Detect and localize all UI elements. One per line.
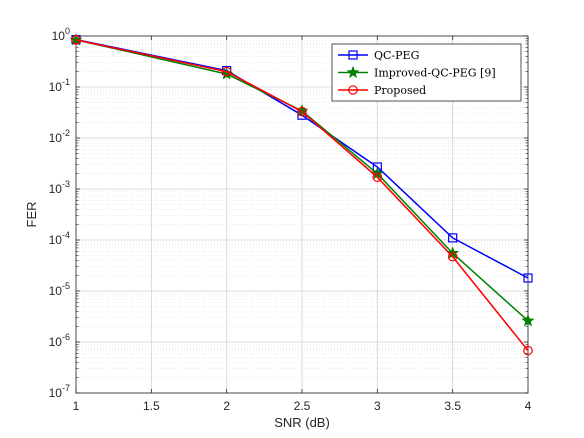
x-tick-label: 3.5 [444,399,461,413]
data-point [71,35,81,45]
legend: QC-PEG Improved-QC-PEG [9] Proposed [331,43,522,102]
y-tick-label: 10-2 [49,128,70,145]
x-tick-label: 1 [73,399,80,413]
legend-marker [346,66,360,78]
y-tick-label: 10-5 [49,281,70,298]
y-tick-label: 10-1 [49,77,70,94]
series-line [75,39,529,322]
data-point [372,172,383,183]
y-tick-label: 10-4 [49,230,70,247]
x-tick-label: 4 [525,399,532,413]
series-group [69,33,535,356]
y-tick-label: 10-6 [49,332,70,349]
data-point [221,66,232,77]
legend-marker [348,50,358,60]
legend-label: Proposed [374,84,426,97]
data-point [448,233,458,243]
legend-entry-2: Improved-QC-PEG [9] [338,66,496,80]
series-line [75,39,529,352]
data-point [523,345,533,356]
series-3 [71,35,533,356]
y-tick-label: 100 [52,26,70,43]
legend-entry-3: Proposed [338,84,426,97]
x-axis-label: SNR (dB) [274,415,330,430]
legend-entry-1: QC-PEG [338,49,419,62]
x-tick-label: 2 [223,399,230,413]
data-point [521,314,535,326]
x-tick-label: 1.5 [143,399,160,413]
data-point [523,273,533,283]
y-tick-label: 10-7 [49,383,70,400]
x-tick-label: 2.5 [294,399,311,413]
x-tick-label: 3 [374,399,381,413]
legend-label: QC-PEG [374,49,419,62]
y-tick-label: 10-3 [49,179,70,196]
legend-marker [348,85,358,95]
data-point [447,251,458,262]
legend-label: Improved-QC-PEG [9] [374,67,496,80]
axes: 1 1.5 2 2.5 3 3.5 4 10-7 10-6 10-5 10-4 10-3 10-2 10-… [49,26,532,413]
y-axis-label: FER [24,202,39,228]
series-line [75,38,529,279]
data-point [297,106,307,117]
grid [75,35,529,394]
